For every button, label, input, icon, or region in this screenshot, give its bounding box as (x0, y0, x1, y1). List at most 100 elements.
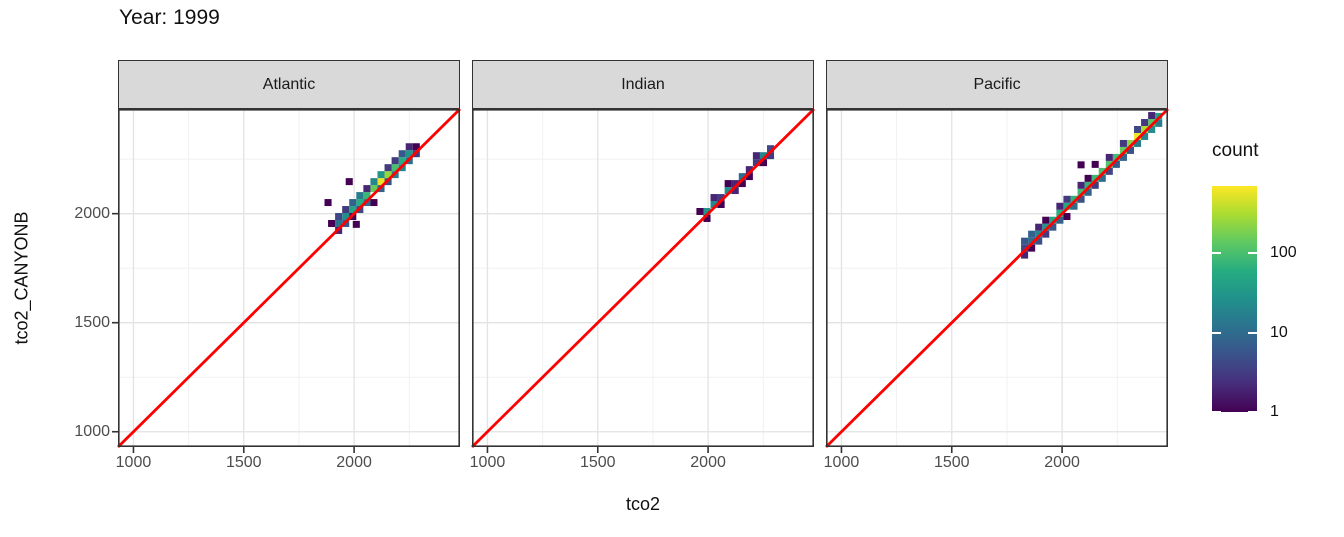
legend-tick-mark (1212, 252, 1221, 255)
y-tick-label: 1500 (74, 313, 110, 331)
count-bin (1021, 244, 1029, 252)
count-bin (1070, 195, 1078, 203)
count-bin (342, 213, 350, 220)
count-bin (370, 199, 378, 207)
legend-tick-mark (1212, 331, 1221, 334)
x-tick-label: 1000 (823, 454, 860, 471)
count-bin (1084, 174, 1092, 182)
count-bin (363, 192, 371, 200)
x-tick-label: 2000 (1044, 454, 1080, 471)
count-bin (724, 180, 732, 188)
count-bin (1035, 230, 1043, 238)
count-bin (745, 166, 753, 174)
count-bin (759, 159, 767, 167)
x-tick-label: 1500 (225, 454, 262, 471)
facet-strip-atlantic: Atlantic (118, 60, 460, 109)
count-bin (703, 208, 711, 215)
count-bin (1056, 202, 1064, 210)
count-bin (412, 143, 420, 151)
count-bin (1119, 146, 1127, 154)
count-bin (1112, 160, 1120, 168)
panel-border (472, 109, 814, 447)
count-bin (1070, 202, 1078, 210)
x-tick-label: 2000 (336, 454, 372, 471)
count-bin (349, 199, 357, 207)
count-bin (717, 194, 725, 202)
plot-title: Year: 1999 (119, 6, 220, 29)
count-bin (1141, 126, 1149, 133)
x-tick-label: 1000 (115, 454, 152, 471)
count-bin (1056, 216, 1064, 224)
count-bin (1098, 174, 1106, 182)
count-bin (1021, 251, 1029, 259)
facet-strip-label: Atlantic (262, 75, 316, 93)
legend-title: count (1212, 140, 1259, 161)
count-bin (1148, 119, 1156, 127)
legend-tick-mark (1212, 411, 1221, 413)
x-tick-label: 1500 (933, 454, 970, 471)
count-bin (345, 178, 353, 186)
count-bin (1134, 126, 1142, 133)
count-bin (724, 187, 732, 195)
count-bin (1134, 139, 1142, 147)
panel-plot-svg (112, 108, 461, 453)
count-bin (391, 164, 399, 172)
count-bin (1098, 167, 1106, 175)
count-bin (1042, 230, 1050, 238)
count-bin (405, 150, 413, 158)
count-bin (1077, 181, 1085, 189)
count-bin (1091, 160, 1099, 168)
count-bin (1119, 153, 1127, 161)
count-bin (384, 164, 392, 172)
facet-strip-label: Pacific (973, 75, 1021, 93)
count-bin (1126, 146, 1135, 154)
count-bin (1042, 223, 1050, 231)
legend-ticks-layer: 100 10 1 (1212, 186, 1342, 420)
panel-indian (471, 108, 815, 453)
count-bin (1021, 237, 1029, 245)
count-bin (1105, 167, 1113, 175)
count-bin (767, 145, 775, 153)
legend-tick-mark (1248, 411, 1257, 413)
count-bin (1077, 195, 1085, 203)
count-bin (1148, 112, 1156, 120)
panel-plot-svg (825, 108, 1169, 453)
count-bin (1049, 223, 1057, 231)
count-bin (363, 185, 371, 193)
count-bin (717, 201, 725, 208)
count-bin (1084, 188, 1092, 196)
count-bin (759, 152, 767, 160)
legend-tick-label: 100 (1270, 244, 1297, 262)
count-bin (352, 220, 360, 228)
count-bin (1049, 216, 1057, 224)
count-bin (356, 192, 364, 200)
count-bin (745, 173, 753, 181)
count-bin (335, 213, 343, 220)
count-bin (324, 199, 332, 207)
count-bin (767, 152, 775, 160)
count-bin (710, 194, 718, 202)
facet-strip-indian: Indian (472, 60, 814, 109)
count-bin (1028, 237, 1036, 245)
x-axis-title: tco2 (625, 494, 661, 514)
legend-colorbar: count 100 10 1 (1212, 140, 1342, 430)
count-bin (370, 178, 378, 186)
panel-border (118, 109, 460, 447)
count-bin (384, 171, 392, 179)
count-bin (738, 173, 746, 181)
count-bin (1056, 209, 1064, 217)
count-bin (1141, 119, 1149, 127)
facet-strip-label: Indian (621, 75, 665, 93)
count-bin (1084, 181, 1092, 189)
count-bin (731, 187, 739, 195)
count-bin (731, 180, 739, 188)
panel-border (826, 109, 1168, 447)
facet-strip-pacific: Pacific (826, 60, 1168, 109)
count-bin (752, 159, 760, 167)
y-tick-label: 1000 (74, 422, 110, 440)
count-bin (752, 152, 760, 160)
count-bin (1112, 153, 1120, 161)
count-bin (377, 171, 385, 179)
count-bin (405, 143, 413, 151)
